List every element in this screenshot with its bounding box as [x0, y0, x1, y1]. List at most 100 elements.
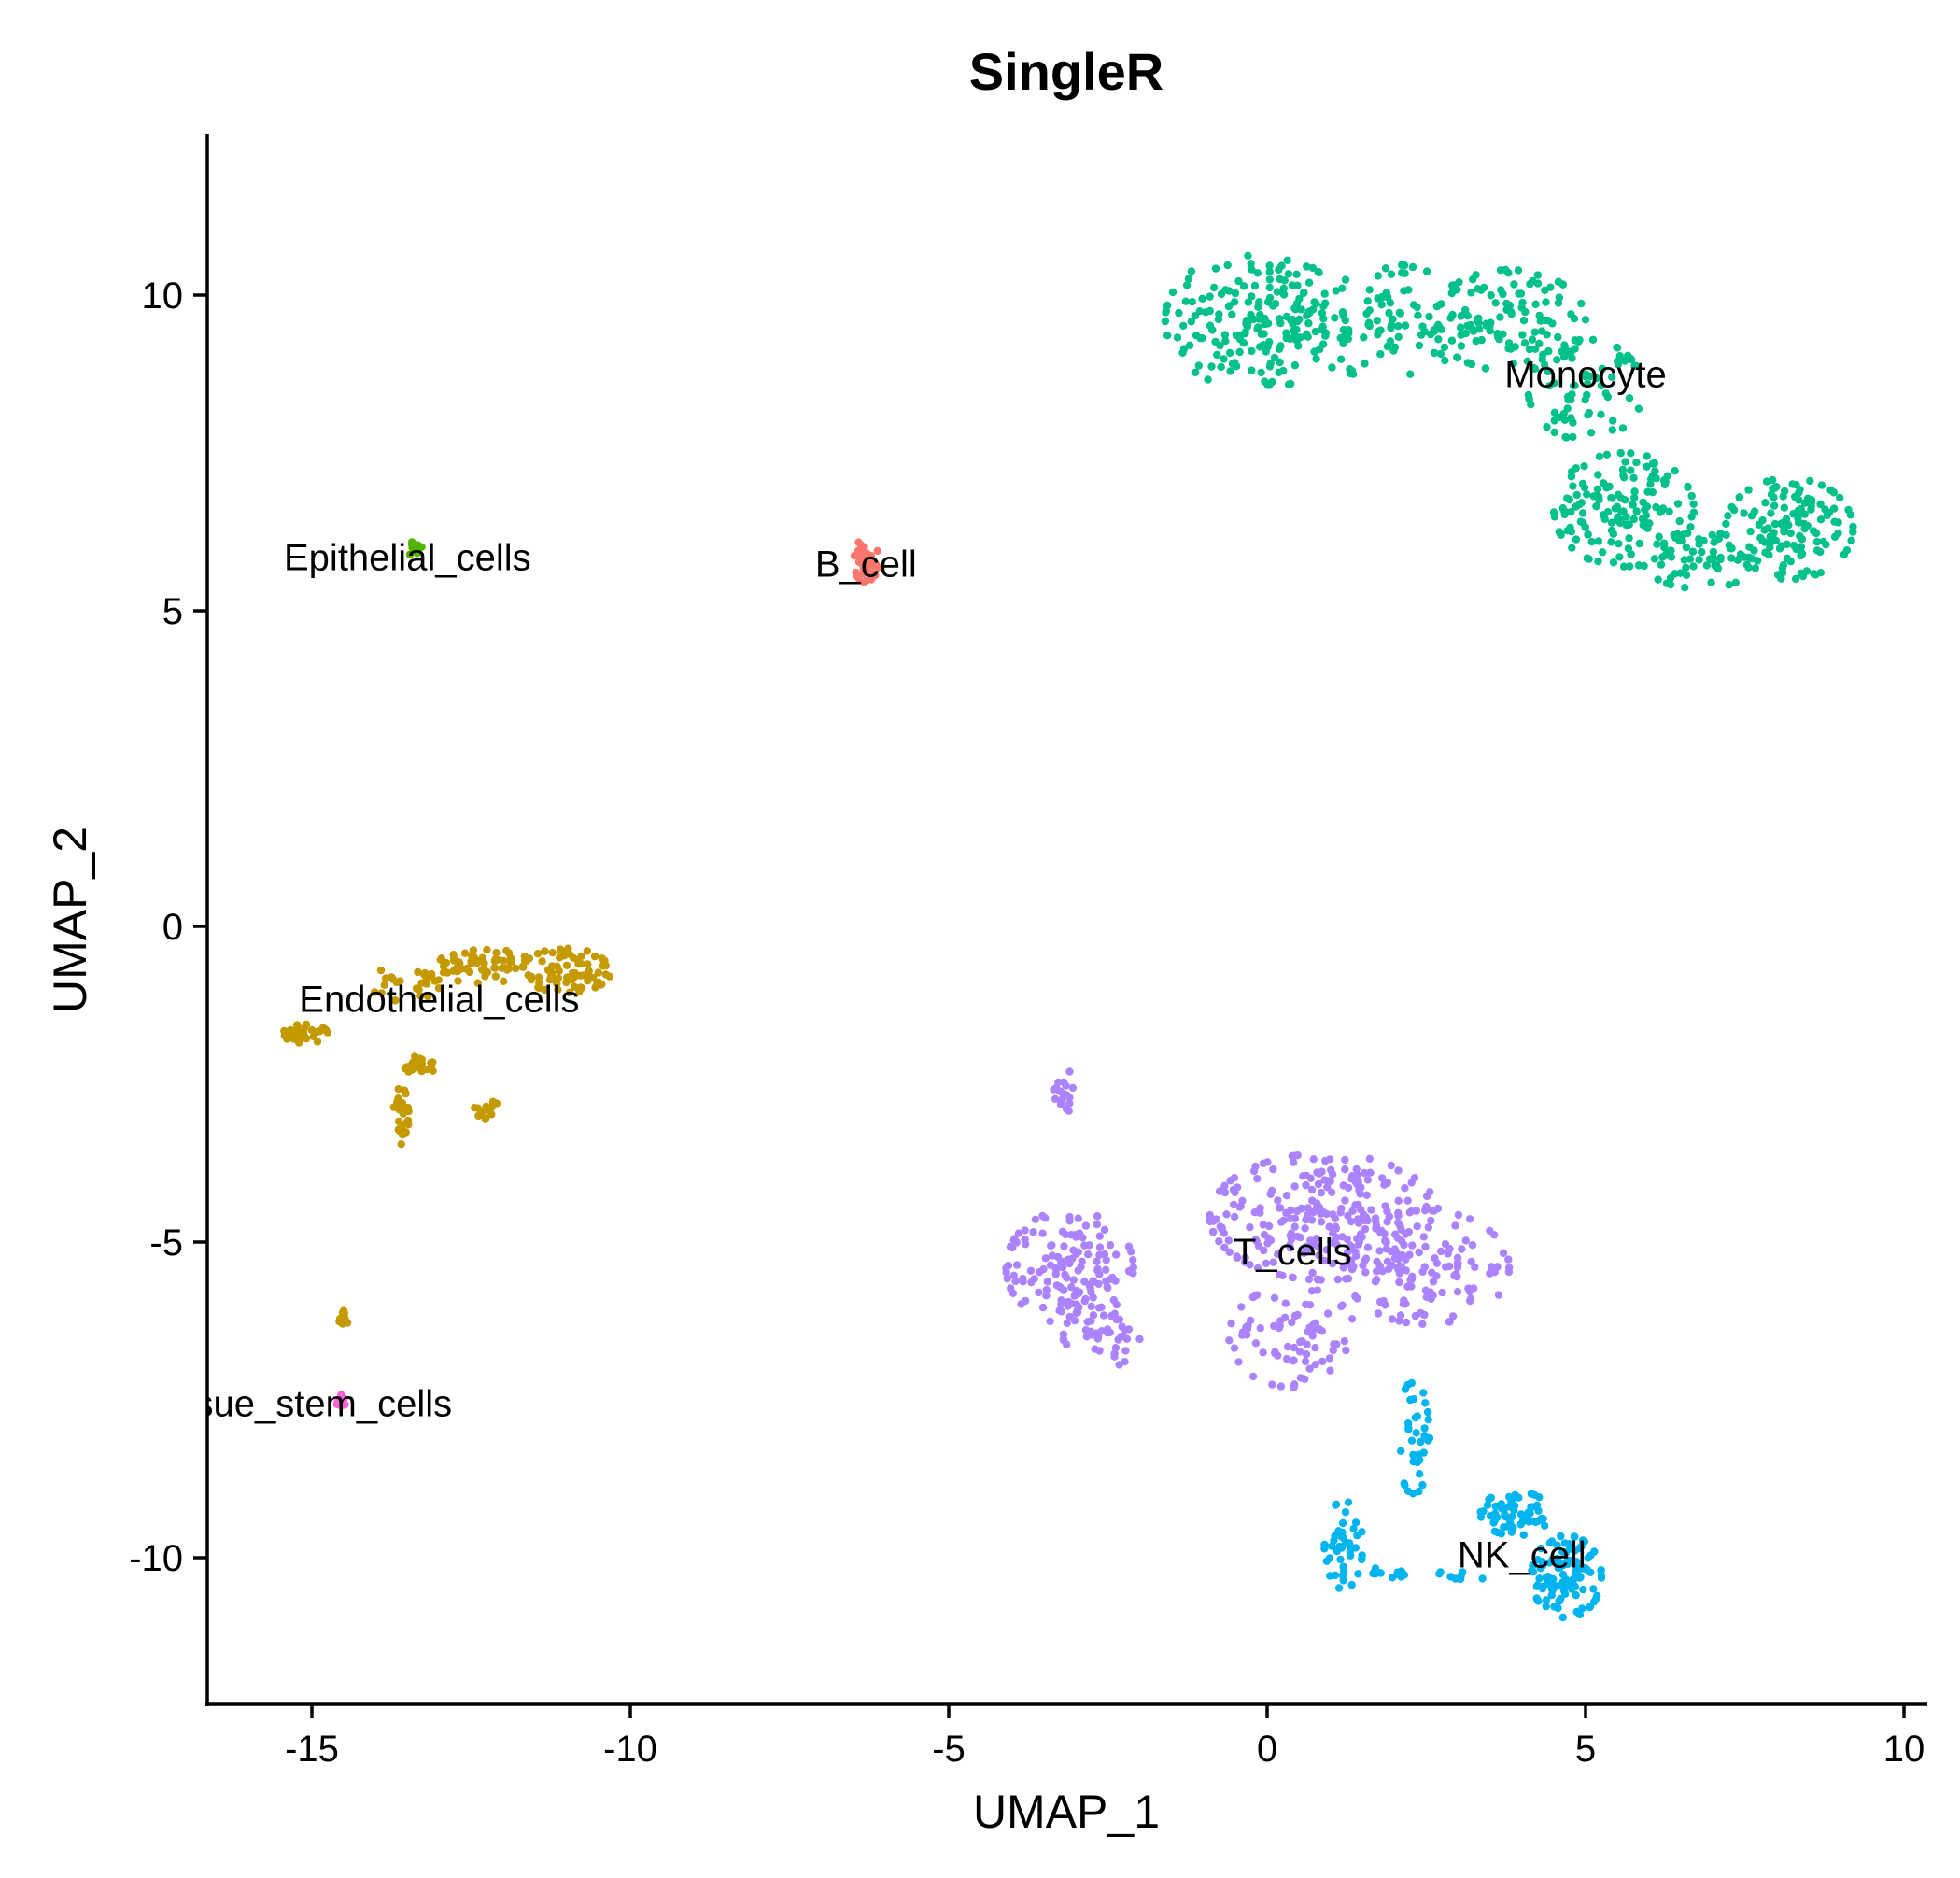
- data-point: [1318, 340, 1328, 348]
- data-point: [1535, 1493, 1544, 1502]
- data-point: [563, 973, 571, 981]
- data-point: [1259, 1159, 1268, 1168]
- data-point: [1349, 1524, 1358, 1533]
- data-point: [1413, 1222, 1421, 1231]
- data-point: [1065, 1259, 1074, 1268]
- data-point: [1658, 504, 1668, 513]
- data-point: [1277, 261, 1286, 270]
- data-point: [1427, 1216, 1435, 1225]
- data-point: [1586, 372, 1595, 381]
- data-point: [1099, 1311, 1108, 1320]
- data-point: [1328, 1188, 1336, 1197]
- data-point: [1619, 473, 1629, 482]
- data-point: [1559, 353, 1569, 361]
- data-point: [546, 972, 556, 981]
- data-point: [1070, 1292, 1079, 1300]
- data-point: [1836, 493, 1844, 502]
- data-point: [1499, 1249, 1508, 1258]
- data-point: [1224, 302, 1234, 311]
- data-point: [1630, 493, 1639, 502]
- data-point: [1059, 1286, 1068, 1294]
- data-point: [1332, 1501, 1340, 1509]
- data-point: [1129, 1269, 1137, 1278]
- data-point: [1420, 1310, 1429, 1320]
- data-point: [1568, 354, 1576, 362]
- data-point: [1271, 300, 1280, 308]
- data-point: [1394, 322, 1403, 331]
- data-point: [376, 966, 386, 975]
- data-point: [1308, 1268, 1317, 1278]
- data-point: [1344, 1211, 1352, 1221]
- data-point: [1400, 1296, 1408, 1305]
- data-point: [1554, 332, 1562, 342]
- data-point: [1290, 1222, 1299, 1231]
- data-point: [1282, 312, 1291, 321]
- data-point: [1315, 268, 1323, 277]
- data-point: [1226, 367, 1234, 375]
- data-point: [1530, 345, 1540, 353]
- data-point: [1309, 1207, 1318, 1217]
- data-point: [1406, 1276, 1415, 1284]
- data-point: [1507, 1528, 1516, 1536]
- data-point: [412, 984, 421, 993]
- data-point: [1791, 492, 1799, 501]
- data-point: [1798, 535, 1807, 544]
- data-point: [1702, 561, 1712, 570]
- data-point: [1404, 1227, 1414, 1236]
- data-point: [1834, 529, 1842, 538]
- data-point: [1093, 1266, 1102, 1275]
- data-point: [1403, 1419, 1413, 1428]
- data-point: [1375, 1297, 1385, 1306]
- data-point: [1255, 298, 1263, 306]
- data-point: [1725, 581, 1733, 589]
- data-point: [507, 957, 516, 967]
- data-point: [289, 1026, 299, 1035]
- data-point: [1842, 546, 1852, 555]
- data-point: [1347, 1172, 1357, 1180]
- data-point: [471, 1104, 479, 1112]
- data-point: [1595, 496, 1603, 504]
- data-point: [1493, 330, 1502, 338]
- data-point: [1411, 1413, 1420, 1422]
- data-point: [1068, 1083, 1078, 1093]
- data-point: [1290, 304, 1299, 313]
- data-point: [1221, 336, 1230, 346]
- data-point: [1345, 326, 1353, 334]
- data-point: [1508, 1512, 1516, 1521]
- data-point: [1395, 1269, 1403, 1278]
- data-point: [1632, 459, 1641, 467]
- data-point: [1220, 355, 1228, 363]
- data-point: [1341, 1508, 1350, 1517]
- data-point: [1510, 280, 1518, 289]
- data-point: [1467, 360, 1476, 369]
- data-point: [1786, 529, 1795, 538]
- data-point: [1237, 1303, 1246, 1311]
- data-point: [1276, 358, 1284, 367]
- data-point: [1111, 1277, 1120, 1285]
- data-point: [1293, 1207, 1302, 1216]
- data-point: [1097, 1327, 1107, 1335]
- data-point: [1038, 1303, 1048, 1312]
- data-point: [1304, 278, 1314, 287]
- data-point: [1434, 335, 1443, 344]
- data-point: [491, 964, 500, 972]
- data-point: [1312, 1235, 1320, 1243]
- data-point: [1663, 472, 1672, 480]
- data-point: [1112, 1315, 1121, 1324]
- data-point: [1314, 1243, 1323, 1251]
- data-point: [1742, 560, 1752, 569]
- data-point: [1276, 1204, 1285, 1212]
- data-point: [1387, 270, 1396, 278]
- data-point: [1761, 499, 1770, 507]
- data-point: [492, 949, 501, 957]
- data-point: [1102, 1265, 1110, 1275]
- data-point: [1544, 346, 1553, 356]
- data-point: [483, 945, 491, 954]
- data-point: [1529, 1561, 1537, 1570]
- data-point: [1486, 322, 1494, 331]
- data-point: [1504, 1267, 1514, 1277]
- data-point: [285, 1034, 294, 1042]
- data-point: [1750, 546, 1758, 555]
- data-point: [1727, 554, 1736, 562]
- data-point: [1744, 486, 1753, 494]
